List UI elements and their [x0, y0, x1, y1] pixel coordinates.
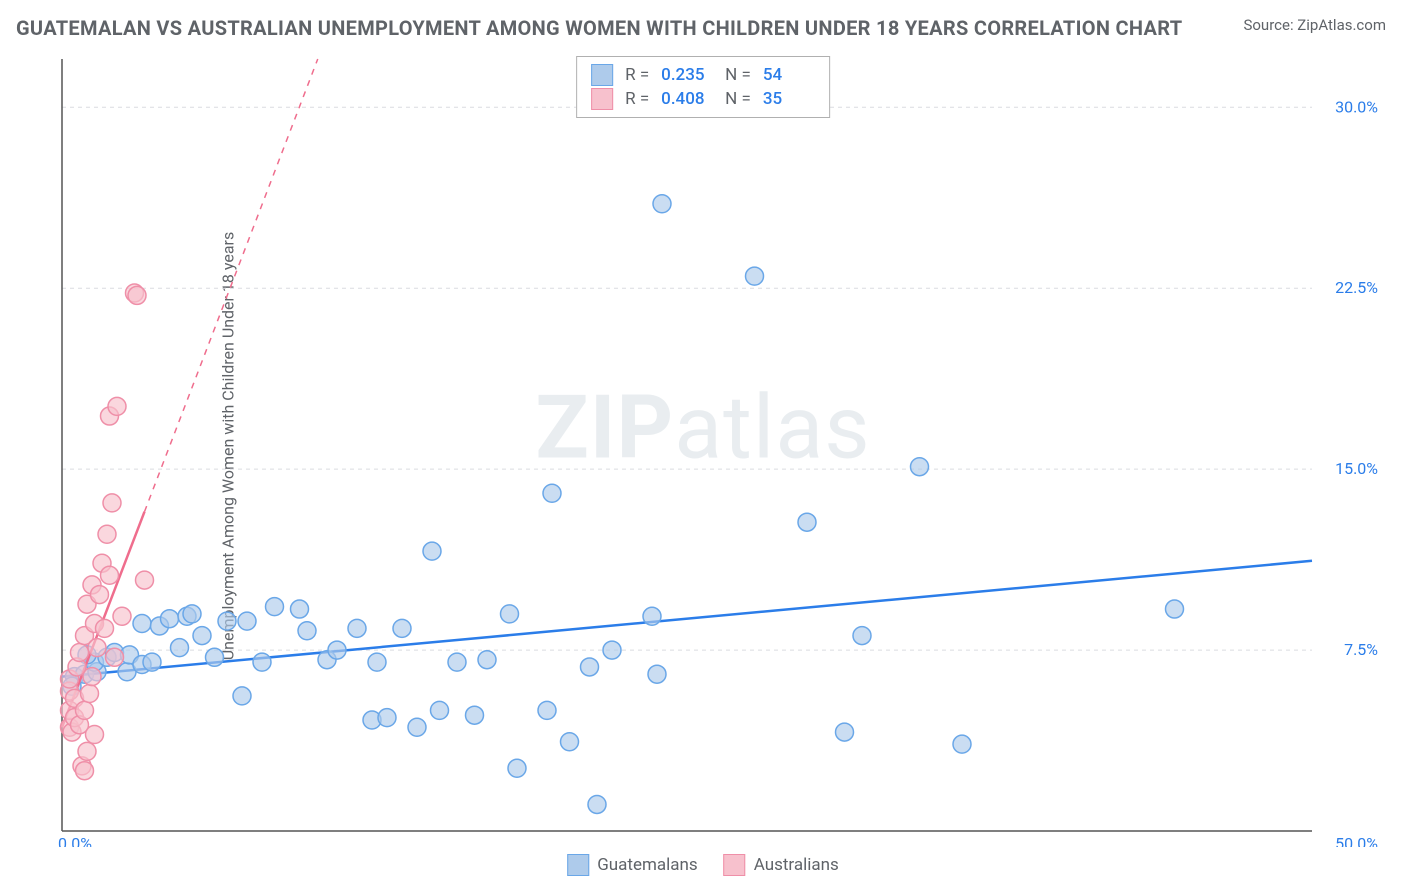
- data-point: [193, 627, 211, 645]
- legend-N-value: 35: [763, 89, 815, 109]
- data-point: [588, 795, 606, 813]
- chart-title: GUATEMALAN VS AUSTRALIAN UNEMPLOYMENT AM…: [16, 16, 1183, 40]
- legend-swatch: [591, 64, 613, 86]
- legend-swatch: [591, 88, 613, 110]
- data-point: [238, 612, 256, 630]
- source-label: Source: ZipAtlas.com: [1243, 16, 1386, 34]
- y-tick-label: 22.5%: [1335, 278, 1378, 297]
- legend-series-item: Guatemalans: [567, 854, 697, 876]
- data-point: [538, 701, 556, 719]
- data-point: [423, 542, 441, 560]
- scatter-chart: 7.5% 15.0% 22.5% 30.0% 0.0% 50.0%: [54, 55, 1386, 847]
- data-point: [431, 701, 449, 719]
- data-point: [836, 723, 854, 741]
- data-point: [136, 571, 154, 589]
- data-point: [953, 735, 971, 753]
- data-point: [96, 619, 114, 637]
- data-point: [653, 195, 671, 213]
- data-point: [113, 607, 131, 625]
- data-point: [86, 726, 104, 744]
- data-point: [71, 643, 89, 661]
- legend-stats: R = 0.235 N = 54 R = 0.408 N = 35: [576, 56, 830, 118]
- data-point: [328, 641, 346, 659]
- data-point: [378, 709, 396, 727]
- data-point: [83, 668, 101, 686]
- data-point: [501, 605, 519, 623]
- legend-series-item: Australians: [724, 854, 839, 876]
- legend-R-value: 0.408: [661, 89, 713, 109]
- data-point: [106, 648, 124, 666]
- data-point: [348, 619, 366, 637]
- data-point: [466, 706, 484, 724]
- data-point: [253, 653, 271, 671]
- data-point: [128, 286, 146, 304]
- data-point: [561, 733, 579, 751]
- data-point: [648, 665, 666, 683]
- legend-stats-row: R = 0.235 N = 54: [591, 64, 815, 86]
- legend-N-label: N =: [725, 89, 751, 109]
- legend-swatch: [567, 854, 589, 876]
- data-point: [143, 653, 161, 671]
- data-point: [291, 600, 309, 618]
- data-point: [448, 653, 466, 671]
- data-point: [98, 525, 116, 543]
- data-point: [643, 607, 661, 625]
- y-tick-label: 30.0%: [1335, 97, 1378, 116]
- y-tick-label: 15.0%: [1335, 459, 1378, 478]
- legend-N-label: N =: [725, 65, 751, 85]
- data-point: [1166, 600, 1184, 618]
- data-point: [798, 513, 816, 531]
- data-point: [133, 615, 151, 633]
- data-point: [911, 458, 929, 476]
- legend-R-label: R =: [625, 65, 649, 85]
- data-point: [76, 701, 94, 719]
- data-point: [183, 605, 201, 623]
- data-point: [408, 718, 426, 736]
- y-tick-label: 7.5%: [1344, 640, 1378, 659]
- legend-series-label: Australians: [754, 855, 839, 875]
- data-point: [88, 639, 106, 657]
- data-point: [393, 619, 411, 637]
- data-point: [746, 267, 764, 285]
- data-point: [218, 612, 236, 630]
- plot-area: 7.5% 15.0% 22.5% 30.0% 0.0% 50.0%: [54, 55, 1386, 847]
- data-point: [508, 759, 526, 777]
- data-point: [91, 586, 109, 604]
- data-point: [478, 651, 496, 669]
- x-tick-label: 50.0%: [1335, 834, 1378, 847]
- data-point: [266, 598, 284, 616]
- legend-stats-row: R = 0.408 N = 35: [591, 88, 815, 110]
- legend-N-value: 54: [763, 65, 815, 85]
- data-point: [78, 742, 96, 760]
- x-tick-label: 0.0%: [58, 834, 92, 847]
- data-point: [81, 684, 99, 702]
- legend-swatch: [724, 854, 746, 876]
- legend-series: Guatemalans Australians: [567, 854, 839, 876]
- data-point: [108, 397, 126, 415]
- legend-R-label: R =: [625, 89, 649, 109]
- data-point: [76, 762, 94, 780]
- data-point: [233, 687, 251, 705]
- data-point: [103, 494, 121, 512]
- trend-line-dash: [145, 59, 318, 512]
- data-point: [171, 639, 189, 657]
- data-point: [581, 658, 599, 676]
- data-point: [298, 622, 316, 640]
- data-point: [206, 648, 224, 666]
- data-point: [853, 627, 871, 645]
- data-point: [101, 566, 119, 584]
- data-point: [603, 641, 621, 659]
- legend-series-label: Guatemalans: [597, 855, 697, 875]
- data-point: [161, 610, 179, 628]
- data-point: [543, 484, 561, 502]
- legend-R-value: 0.235: [661, 65, 713, 85]
- data-point: [368, 653, 386, 671]
